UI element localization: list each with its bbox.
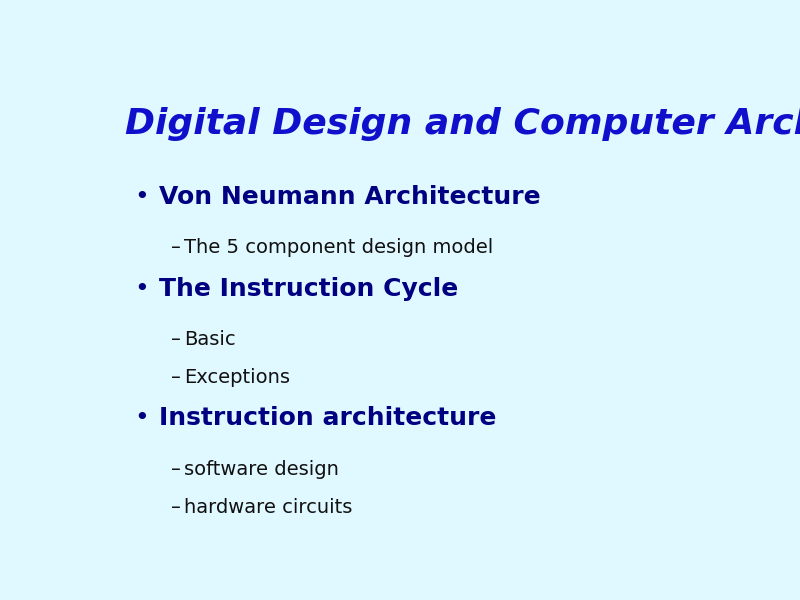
Text: Instruction architecture: Instruction architecture: [159, 406, 496, 430]
Text: software design: software design: [184, 460, 338, 479]
Text: –: –: [171, 238, 181, 257]
Text: •: •: [134, 277, 149, 301]
Text: •: •: [134, 406, 149, 430]
Text: Basic: Basic: [184, 330, 235, 349]
Text: Von Neumann Architecture: Von Neumann Architecture: [159, 185, 541, 209]
Text: The 5 component design model: The 5 component design model: [184, 238, 493, 257]
Text: Digital Design and Computer Architecture: Digital Design and Computer Architecture: [125, 107, 800, 140]
Text: Exceptions: Exceptions: [184, 368, 290, 387]
Text: –: –: [171, 460, 181, 479]
Text: –: –: [171, 498, 181, 517]
Text: –: –: [171, 368, 181, 387]
Text: The Instruction Cycle: The Instruction Cycle: [159, 277, 458, 301]
Text: –: –: [171, 330, 181, 349]
Text: hardware circuits: hardware circuits: [184, 498, 352, 517]
Text: •: •: [134, 185, 149, 209]
